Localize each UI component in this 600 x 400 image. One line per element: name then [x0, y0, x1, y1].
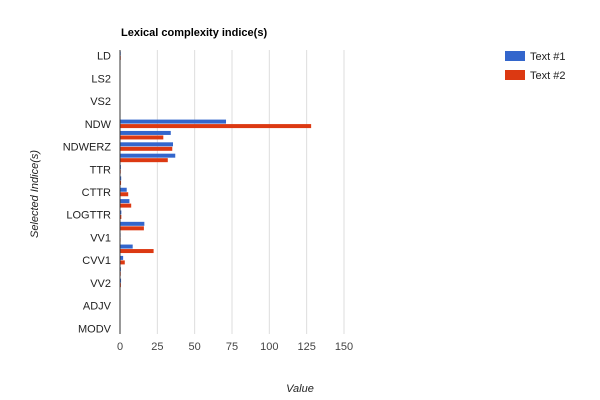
category-label-cttr: CTTR [82, 187, 111, 199]
legend-label-series-1: Text #1 [530, 51, 565, 63]
bar-cttr-series-2 [120, 192, 129, 197]
bar-rttr-series-1 [120, 199, 130, 204]
y-axis-title: Selected Indice(s) [29, 150, 41, 238]
bar-rttr-series-2 [120, 203, 132, 208]
category-label-logttr: LOGTTR [66, 210, 111, 222]
bar-ndwz-series-1 [120, 130, 171, 135]
category-label-cvv1: CVV1 [82, 255, 111, 267]
x-tick-label: 25 [151, 341, 163, 353]
bar-ndw-series-2 [120, 124, 312, 129]
bar-ndwerz-series-1 [120, 142, 174, 147]
bar-uber-series-2 [120, 226, 144, 231]
category-label-ndwerz: NDWERZ [63, 142, 112, 154]
legend: Text #1 Text #2 [505, 51, 565, 82]
x-tick-label: 150 [335, 341, 353, 353]
bar-logttr-series-2 [120, 214, 122, 219]
grid [156, 50, 345, 334]
category-label-vs2: VS2 [90, 96, 111, 108]
x-tick-label: 50 [189, 341, 201, 353]
category-label-vv2: VV2 [90, 278, 111, 290]
x-axis-title: Value [286, 383, 314, 395]
category-label-adjv: ADJV [83, 301, 112, 313]
x-tick-label: 125 [297, 341, 315, 353]
bar-msttr-series-1 [120, 176, 122, 181]
x-tick-label: 100 [260, 341, 278, 353]
category-label-ndw: NDW [85, 119, 112, 131]
bar-cvv1-series-2 [120, 260, 125, 265]
bar-ndw-series-1 [120, 119, 227, 124]
bar-logttr-series-1 [120, 210, 122, 215]
x-tick-label: 75 [226, 341, 238, 353]
category-labels: LD LS2 VS2 NDW NDWERZ TTR CTTR LOGTTR VV1 CVV1 VV2… [63, 51, 112, 336]
legend-swatch-series-1 [505, 51, 525, 61]
bar-cttr-series-1 [120, 187, 127, 192]
legend-label-series-2: Text #2 [530, 70, 565, 82]
bar-svv1-series-2 [120, 249, 154, 254]
bar-uber-series-1 [120, 221, 145, 226]
legend-swatch-series-2 [505, 70, 525, 80]
bar-cvv1-series-1 [120, 255, 124, 260]
category-label-ttr: TTR [90, 164, 111, 176]
bar-ndwesz-series-1 [120, 153, 176, 158]
chart-title: Lexical complexity indice(s) [121, 27, 267, 39]
x-tick-label: 0 [117, 341, 123, 353]
category-label-modv: MODV [78, 323, 112, 335]
bars [120, 51, 312, 333]
bar-ndwerz-series-2 [120, 146, 173, 151]
category-label-ls2: LS2 [91, 73, 111, 85]
bar-ndwz-series-2 [120, 135, 164, 140]
category-label-ld: LD [97, 51, 111, 63]
category-label-vv1: VV1 [90, 232, 111, 244]
bar-vv2-series-1 [120, 278, 122, 283]
bar-msttr-series-2 [120, 180, 122, 185]
bar-ndwesz-series-2 [120, 158, 168, 163]
x-tick-labels: 0 25 50 75 100 125 150 [117, 341, 353, 353]
bar-svv1-series-1 [120, 244, 133, 249]
